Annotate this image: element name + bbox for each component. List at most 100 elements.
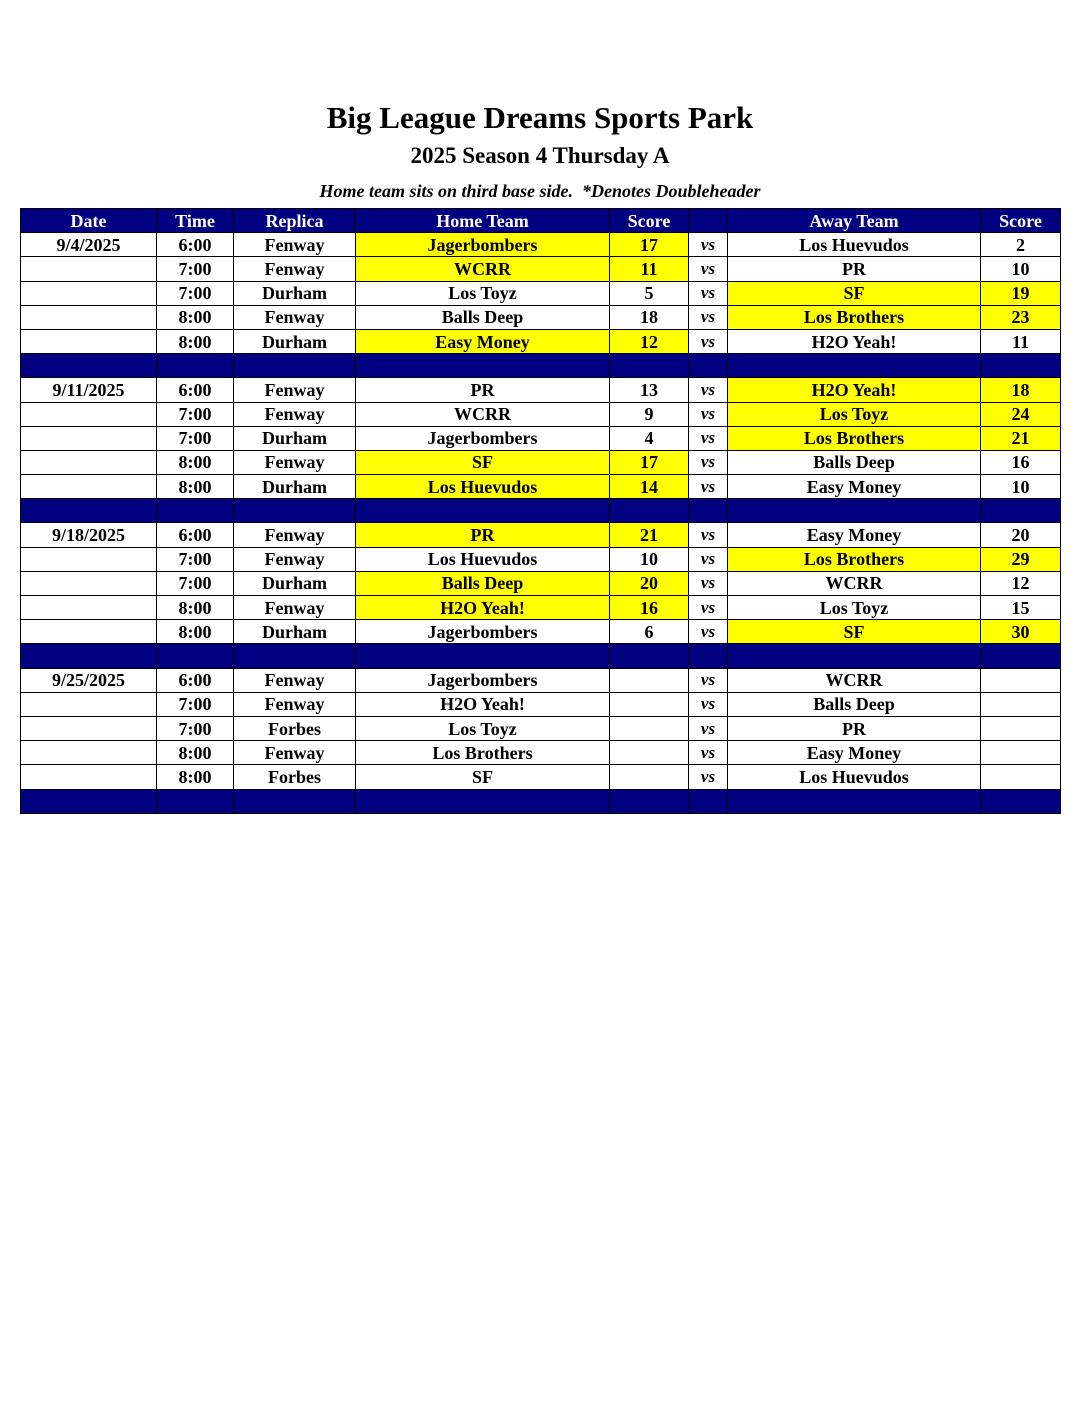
home-score-cell: 14 — [609, 474, 689, 500]
game-row: 7:00 Durham Jagerbombers 4 vs Los Brothers 21 — [20, 425, 1061, 451]
game-row: 8:00 Fenway Los Brothers vs Easy Money — [20, 740, 1061, 766]
separator-cell — [980, 353, 1061, 379]
away-team-cell: Los Toyz — [727, 594, 981, 621]
home-team-cell: SF — [355, 449, 610, 476]
date-cell — [20, 304, 157, 330]
home-score-cell: 13 — [609, 377, 689, 403]
away-team-cell: Los Brothers — [727, 304, 981, 330]
replica-cell: Fenway — [233, 256, 356, 282]
separator-cell — [20, 498, 157, 524]
vs-cell: vs — [688, 740, 728, 766]
separator-cell — [156, 643, 234, 669]
date-cell — [20, 401, 157, 427]
time-cell: 6:00 — [156, 232, 234, 258]
home-team-cell: Jagerbombers — [355, 667, 610, 693]
time-cell: 8:00 — [156, 328, 234, 355]
away-score-cell: 19 — [980, 280, 1061, 306]
away-score-cell: 12 — [980, 570, 1061, 597]
replica-cell: Fenway — [233, 401, 356, 427]
separator-cell — [727, 498, 981, 524]
away-score-cell: 29 — [980, 546, 1061, 572]
date-cell: 9/25/2025 — [20, 667, 157, 693]
game-row: 8:00 Durham Jagerbombers 6 vs SF 30 — [20, 619, 1061, 645]
time-cell: 7:00 — [156, 425, 234, 451]
vs-cell: vs — [688, 715, 728, 742]
vs-cell: vs — [688, 232, 728, 258]
vs-cell: vs — [688, 280, 728, 306]
replica-cell: Forbes — [233, 715, 356, 742]
home-score-cell: 16 — [609, 594, 689, 621]
week-separator-row — [20, 353, 1061, 379]
away-team-cell: Balls Deep — [727, 691, 981, 717]
separator-cell — [727, 788, 981, 814]
week-separator-row — [20, 788, 1061, 814]
separator-cell — [727, 643, 981, 669]
game-row: 7:00 Fenway WCRR 9 vs Los Toyz 24 — [20, 401, 1061, 427]
away-team-cell: Easy Money — [727, 522, 981, 548]
separator-cell — [980, 788, 1061, 814]
replica-cell: Forbes — [233, 764, 356, 790]
time-cell: 8:00 — [156, 594, 234, 621]
vs-cell: vs — [688, 594, 728, 621]
time-cell: 8:00 — [156, 304, 234, 330]
home-team-cell: PR — [355, 522, 610, 548]
away-team-cell: SF — [727, 280, 981, 306]
home-score-cell: 6 — [609, 619, 689, 645]
away-team-cell: PR — [727, 256, 981, 282]
vs-cell: vs — [688, 667, 728, 693]
away-team-cell: Easy Money — [727, 740, 981, 766]
separator-cell — [688, 498, 728, 524]
replica-cell: Durham — [233, 570, 356, 597]
vs-cell: vs — [688, 691, 728, 717]
time-cell: 7:00 — [156, 401, 234, 427]
time-cell: 8:00 — [156, 764, 234, 790]
home-team-cell: PR — [355, 377, 610, 403]
header-home-score: Score — [609, 207, 689, 234]
home-score-cell — [609, 740, 689, 766]
home-score-cell — [609, 715, 689, 742]
date-cell — [20, 594, 157, 621]
separator-cell — [609, 788, 689, 814]
home-team-cell: Balls Deep — [355, 304, 610, 330]
home-score-cell: 4 — [609, 425, 689, 451]
away-team-cell: WCRR — [727, 570, 981, 597]
separator-cell — [156, 498, 234, 524]
vs-cell: vs — [688, 256, 728, 282]
home-team-cell: WCRR — [355, 256, 610, 282]
vs-cell: vs — [688, 546, 728, 572]
time-cell: 7:00 — [156, 715, 234, 742]
away-score-cell: 21 — [980, 425, 1061, 451]
vs-cell: vs — [688, 328, 728, 355]
game-row: 7:00 Durham Los Toyz 5 vs SF 19 — [20, 280, 1061, 306]
away-score-cell: 10 — [980, 474, 1061, 500]
separator-cell — [355, 353, 610, 379]
home-team-cell: H2O Yeah! — [355, 691, 610, 717]
away-score-cell — [980, 691, 1061, 717]
home-team-cell: Easy Money — [355, 328, 610, 355]
home-score-cell: 17 — [609, 232, 689, 258]
away-team-cell: WCRR — [727, 667, 981, 693]
date-cell: 9/11/2025 — [20, 377, 157, 403]
away-score-cell: 15 — [980, 594, 1061, 621]
away-score-cell: 18 — [980, 377, 1061, 403]
separator-cell — [233, 353, 356, 379]
separator-cell — [609, 498, 689, 524]
away-score-cell: 30 — [980, 619, 1061, 645]
home-team-cell: Los Huevudos — [355, 546, 610, 572]
away-score-cell: 2 — [980, 232, 1061, 258]
separator-cell — [156, 353, 234, 379]
schedule-table: Date Time Replica Home Team Score Away T… — [20, 207, 1061, 814]
vs-cell: vs — [688, 522, 728, 548]
home-score-cell: 12 — [609, 328, 689, 355]
away-score-cell — [980, 764, 1061, 790]
game-row: 7:00 Fenway Los Huevudos 10 vs Los Brothers 29 — [20, 546, 1061, 572]
week-separator-row — [20, 643, 1061, 669]
game-row: 9/11/2025 6:00 Fenway PR 13 vs H2O Yeah! 18 — [20, 377, 1061, 403]
time-cell: 7:00 — [156, 256, 234, 282]
away-team-cell: Balls Deep — [727, 449, 981, 476]
game-row: 8:00 Fenway H2O Yeah! 16 vs Los Toyz 15 — [20, 594, 1061, 621]
header-date: Date — [20, 207, 157, 234]
date-cell — [20, 256, 157, 282]
separator-cell — [980, 643, 1061, 669]
time-cell: 7:00 — [156, 280, 234, 306]
